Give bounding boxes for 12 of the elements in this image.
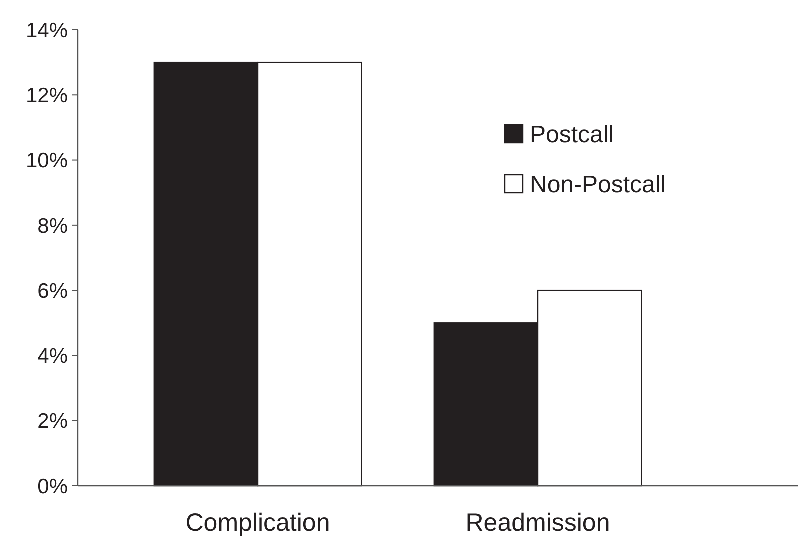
y-tick-label: 2% xyxy=(38,410,68,434)
y-tick-label: 8% xyxy=(38,214,68,238)
y-tick-label: 6% xyxy=(38,280,68,303)
y-tick-label: 14% xyxy=(26,19,68,42)
x-tick-label: Readmission xyxy=(466,509,610,537)
y-tick-label: 4% xyxy=(38,345,68,368)
x-tick-label: Complication xyxy=(186,509,330,537)
y-tick-label: 12% xyxy=(26,84,68,108)
y-tick-label: 10% xyxy=(26,150,68,173)
legend-label: Non-Postcall xyxy=(530,171,666,198)
y-tick-label: 0% xyxy=(38,475,68,498)
legend-label: Postcall xyxy=(530,121,614,148)
